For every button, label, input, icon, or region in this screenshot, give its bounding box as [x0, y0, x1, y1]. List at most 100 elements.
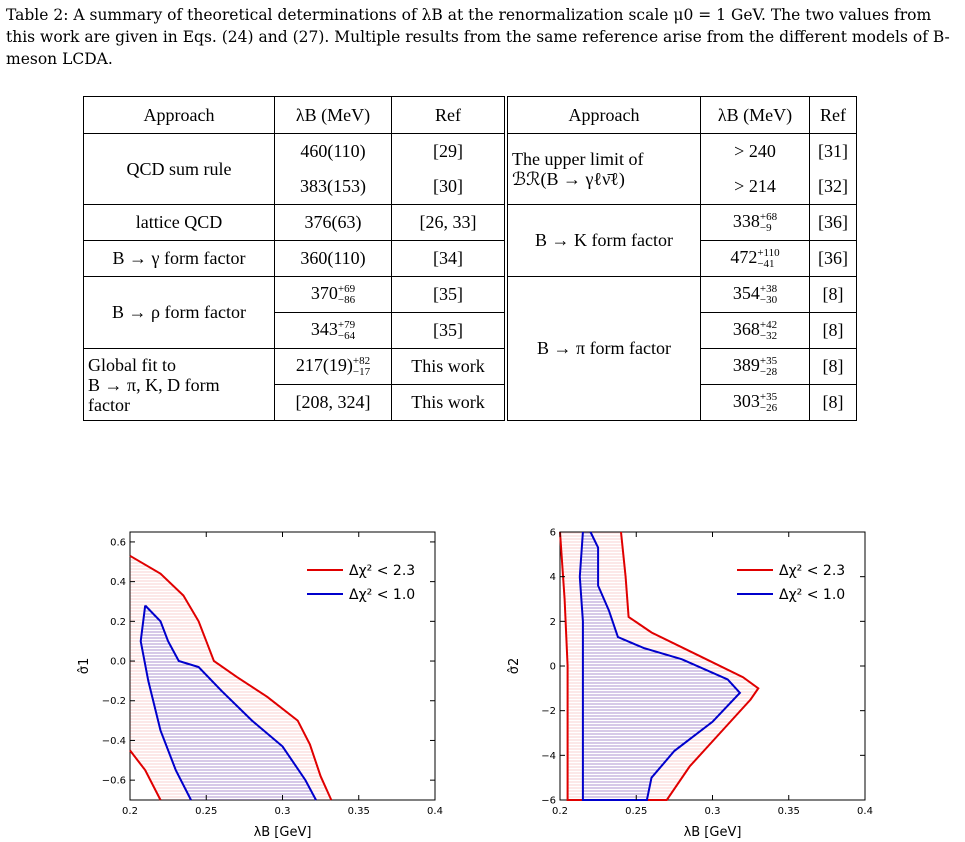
- ref-pi-3: [8]: [809, 348, 857, 385]
- header-lambda-left: λB (MeV): [274, 96, 392, 134]
- x-tick-label: 0.25: [625, 806, 647, 817]
- x-tick-label: 0.25: [195, 806, 217, 817]
- value-bk-1-sub: −9: [759, 221, 772, 234]
- approach-upper-limit-1: The upper limit of: [512, 149, 644, 169]
- value-global-1: 217(19): [295, 355, 353, 376]
- y-tick-label: 0: [550, 662, 556, 673]
- value-bk-1-sup: +68: [759, 210, 778, 223]
- approach-b-gamma: B → γ form factor: [83, 240, 275, 277]
- ref-rho-2: [35]: [391, 312, 508, 349]
- approach-upper-limit-2: ℬℛ(B → γℓν̄ℓ): [512, 169, 625, 189]
- value-pi-3: 389: [732, 355, 760, 376]
- value-pi-1-sub: −30: [759, 293, 778, 306]
- header-lambda-right: λB (MeV): [700, 96, 810, 134]
- x-tick-label: 0.2: [552, 806, 568, 817]
- header-ref-right: Ref: [809, 96, 857, 134]
- ref-pi-4: [8]: [809, 384, 857, 421]
- value-upper-2: > 214: [734, 176, 776, 196]
- ref-lattice: [26, 33]: [391, 204, 508, 241]
- y-tick-label: −4: [541, 751, 556, 762]
- summary-table: Approach λB (MeV) Ref Approach λB (MeV) …: [83, 96, 857, 421]
- contour-upper-1: [144, 604, 317, 801]
- y-axis-label: σ̂2: [507, 658, 522, 675]
- header-approach-right: Approach: [505, 96, 701, 134]
- value-upper-1: > 240: [734, 141, 776, 161]
- value-rho-1: 370: [310, 283, 338, 304]
- value-bk-2-sub: −41: [757, 257, 775, 270]
- value-global-2: [208, 324]: [274, 384, 392, 421]
- value-pi-1-sup: +38: [759, 282, 778, 295]
- value-pi-3-sub: −28: [759, 365, 778, 378]
- value-rho-2: 343: [310, 319, 338, 340]
- approach-global-1: Global fit to: [88, 354, 176, 375]
- x-axis-label: λB [GeV]: [254, 825, 312, 840]
- ref-pi-1: [8]: [809, 276, 857, 313]
- region-fill-1: [140, 605, 316, 800]
- value-bk-1: 338: [732, 211, 760, 232]
- ref-bk-1: [36]: [809, 204, 857, 241]
- ref-rho-1: [35]: [391, 276, 508, 313]
- region-fill-1: [579, 532, 740, 800]
- contour-plot-sigma1: 0.2 0.25 0.3 0.35 0.4 0.6 0.4 0.2 0.0 −0.2 −0.4 −0.…: [77, 531, 443, 840]
- y-tick-label: −0.6: [102, 776, 126, 787]
- approach-lattice: lattice QCD: [83, 204, 275, 241]
- ref-upper-2: [32]: [818, 176, 848, 196]
- x-tick-label: 0.3: [275, 806, 291, 817]
- approach-global-3: factor: [88, 394, 130, 415]
- y-tick-label: −6: [541, 796, 556, 807]
- y-tick-label: 0.4: [110, 577, 126, 588]
- x-axis-label: λB [GeV]: [684, 825, 742, 840]
- legend-label-1: Δχ² < 1.0: [349, 587, 415, 603]
- header-approach-left: Approach: [83, 96, 275, 134]
- y-tick-label: 0.2: [110, 617, 126, 628]
- y-tick-label: 0.6: [110, 537, 126, 548]
- value-rho-2-sup: +79: [337, 318, 356, 331]
- ref-pi-2: [8]: [809, 312, 857, 349]
- y-tick-label: −2: [541, 706, 556, 717]
- contour-line-0: [559, 531, 760, 801]
- value-pi-1: 354: [732, 283, 760, 304]
- table-caption: Table 2: A summary of theoretical determ…: [6, 6, 950, 68]
- value-pi-2-sub: −32: [759, 329, 778, 342]
- y-tick-label: 6: [550, 528, 556, 539]
- value-pi-4-sup: +35: [759, 390, 778, 403]
- value-qcd-2: 383(153): [300, 176, 366, 196]
- value-b-gamma: 360(110): [274, 240, 392, 277]
- value-rho-1-sup: +69: [337, 282, 356, 295]
- ref-global-2: This work: [391, 384, 508, 421]
- ref-b-gamma: [34]: [391, 240, 508, 277]
- x-tick-label: 0.35: [348, 806, 370, 817]
- contour-lower-1: [139, 605, 192, 801]
- legend-label-0: Δχ² < 2.3: [349, 563, 415, 579]
- ref-qcd-2: [30]: [433, 176, 463, 196]
- approach-qcd-sum-rule: QCD sum rule: [83, 133, 275, 205]
- value-rho-2-sub: −64: [337, 329, 356, 342]
- y-tick-label: 4: [550, 572, 556, 583]
- y-axis-label: σ̂1: [77, 658, 92, 675]
- value-pi-4-sub: −26: [759, 401, 778, 414]
- x-tick-label: 0.4: [427, 806, 443, 817]
- y-tick-label: 2: [550, 617, 556, 628]
- value-pi-2-sup: +42: [759, 318, 778, 331]
- ref-qcd-1: [29]: [433, 141, 463, 161]
- ref-global-1: This work: [391, 348, 508, 385]
- approach-b-k: B → K form factor: [505, 204, 701, 277]
- value-bk-2-sup: +110: [757, 246, 780, 259]
- value-lattice: 376(63): [274, 204, 392, 241]
- y-tick-label: −0.2: [102, 696, 126, 707]
- x-tick-label: 0.3: [705, 806, 721, 817]
- y-tick-label: 0.0: [110, 657, 126, 668]
- legend-label-1: Δχ² < 1.0: [779, 587, 845, 603]
- value-pi-3-sup: +35: [759, 354, 778, 367]
- value-rho-1-sub: −86: [337, 293, 356, 306]
- contour-lower-0: [129, 749, 162, 801]
- approach-b-rho: B → ρ form factor: [83, 276, 275, 349]
- contour-line-1: [578, 531, 742, 801]
- value-bk-2: 472: [730, 247, 758, 268]
- value-global-1-sub: −17: [352, 365, 371, 378]
- ref-upper-1: [31]: [818, 141, 848, 161]
- ref-bk-2: [36]: [809, 240, 857, 277]
- value-pi-4: 303: [732, 391, 760, 412]
- approach-b-pi: B → π form factor: [505, 276, 701, 421]
- contour-upper-0: [129, 554, 333, 801]
